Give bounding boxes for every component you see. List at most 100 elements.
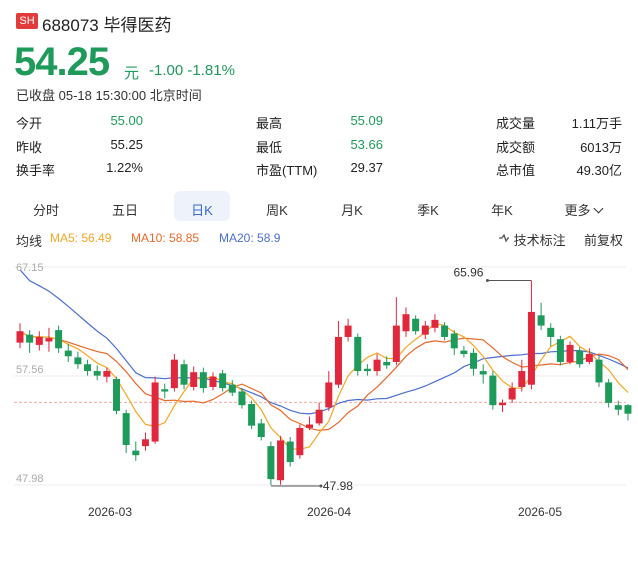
candle-body — [363, 368, 371, 372]
tab-daily-k[interactable]: 日K — [191, 203, 213, 218]
candle-body — [566, 344, 574, 362]
tab-intraday[interactable]: 分时 — [32, 203, 59, 218]
candle-body — [219, 373, 227, 389]
candle-body — [45, 338, 53, 342]
ma20-line — [19, 269, 629, 415]
candle-body — [267, 446, 275, 480]
candle-body — [325, 382, 333, 408]
candle-body — [132, 450, 140, 456]
candle-body — [585, 353, 593, 362]
stat-value-prev-close: 55.25 — [110, 137, 143, 152]
candle-body — [431, 319, 439, 328]
stat-label-prev-close: 昨收 — [16, 140, 43, 155]
candle-body — [460, 350, 468, 354]
candle-body — [122, 413, 130, 445]
stock-title: 688073 毕得医药 — [42, 11, 171, 36]
stat-label-high: 最高 — [256, 116, 283, 131]
candle-body — [93, 371, 101, 376]
tools-icon — [499, 233, 509, 243]
candle-body — [556, 339, 564, 362]
candle-body — [277, 440, 285, 481]
candle-body — [576, 350, 584, 365]
high-annotation-label: 65.96 — [453, 266, 483, 280]
low-annotation-label: 47.98 — [323, 479, 353, 493]
candle-body — [35, 336, 43, 345]
stat-value-pe: 29.37 — [350, 160, 383, 175]
price-change: -1.00 -1.81% — [149, 62, 235, 79]
stat-value-turnover: 1.22% — [106, 160, 143, 175]
stat-label-open: 今开 — [16, 116, 43, 131]
stock-code: 688073 — [42, 16, 99, 35]
candle-body — [518, 371, 526, 387]
stat-label-low: 最低 — [256, 140, 283, 155]
ma20-value: MA20: 58.9 — [219, 231, 281, 245]
candle-body — [499, 402, 506, 406]
tech-annotation-label: 技术标注 — [513, 233, 566, 248]
change-value: -1.00 — [149, 62, 184, 79]
candle-body — [180, 364, 188, 385]
x-date-label: 2026-05 — [518, 505, 562, 519]
stat-value-low: 53.66 — [350, 137, 383, 152]
candle-body — [26, 334, 34, 343]
high-annotation-dot — [485, 279, 489, 283]
candle-body — [383, 361, 391, 366]
candle-body — [74, 357, 82, 365]
candle-body — [527, 311, 535, 385]
tab-more[interactable]: 更多 — [553, 200, 613, 219]
tab-yearly-k[interactable]: 年K — [491, 203, 513, 218]
candle-body — [286, 441, 294, 463]
price-unit: 元 — [124, 65, 140, 82]
candle-body — [16, 331, 24, 343]
x-date-label: 2026-03 — [88, 505, 132, 519]
y-tick-label: 47.98 — [16, 473, 44, 485]
stat-value-high: 55.09 — [350, 113, 383, 128]
candle-body — [547, 327, 555, 337]
candle-body — [344, 325, 352, 337]
candle-body — [605, 382, 613, 403]
tab-weekly-k[interactable]: 周K — [266, 203, 288, 218]
tech-annotation-button[interactable]: 技术标注 — [498, 230, 566, 249]
tab-more-label: 更多 — [564, 203, 591, 218]
candle-body — [470, 352, 478, 369]
stat-label-pe: 市盈(TTM) — [256, 163, 318, 178]
candle-body — [199, 372, 207, 389]
candle-body — [508, 388, 516, 400]
candle-body — [450, 333, 458, 349]
candle-body — [190, 372, 198, 387]
stat-label-market-cap: 总市值 — [496, 163, 536, 178]
current-price: 54.25 — [14, 40, 110, 84]
kline-chart[interactable]: 67.15 57.56 47.98 65.96 47.98 2026-03 2026-04 2… — [0, 255, 638, 525]
tab-five-day[interactable]: 五日 — [111, 203, 138, 218]
candle-body — [296, 427, 304, 456]
market-status: 已收盘 05-18 15:30:00 北京时间 — [16, 88, 202, 103]
stat-value-open: 55.00 — [110, 113, 143, 128]
candle-body — [537, 315, 545, 326]
candle-body — [315, 409, 323, 424]
candle-body — [84, 364, 92, 372]
stock-name: 毕得医药 — [103, 16, 172, 35]
candle-body — [373, 359, 381, 372]
chevron-down-icon — [593, 203, 603, 214]
ma5-line — [19, 322, 629, 450]
x-date-label: 2026-04 — [307, 505, 351, 519]
tab-monthly-k[interactable]: 月K — [341, 203, 363, 218]
candle-body — [354, 336, 362, 372]
stat-label-volume: 成交量 — [496, 116, 536, 131]
y-tick-label: 67.15 — [16, 262, 44, 274]
exchange-badge: SH — [16, 13, 38, 29]
candle-body — [441, 325, 449, 337]
candle-body — [595, 359, 603, 383]
low-annotation-dot — [319, 484, 323, 488]
stat-value-market-cap: 49.30亿 — [576, 163, 622, 178]
candle-body — [151, 382, 159, 442]
ma10-line — [19, 330, 629, 432]
candle-body — [392, 325, 400, 362]
candle-body — [170, 359, 178, 389]
change-percent: -1.81% — [187, 62, 235, 79]
adjust-button[interactable]: 前复权 — [584, 233, 624, 248]
candle-body — [614, 405, 622, 410]
candle-body — [248, 404, 256, 426]
candle-body — [624, 405, 632, 414]
candle-body — [113, 379, 120, 411]
tab-quarterly-k[interactable]: 季K — [417, 203, 439, 218]
